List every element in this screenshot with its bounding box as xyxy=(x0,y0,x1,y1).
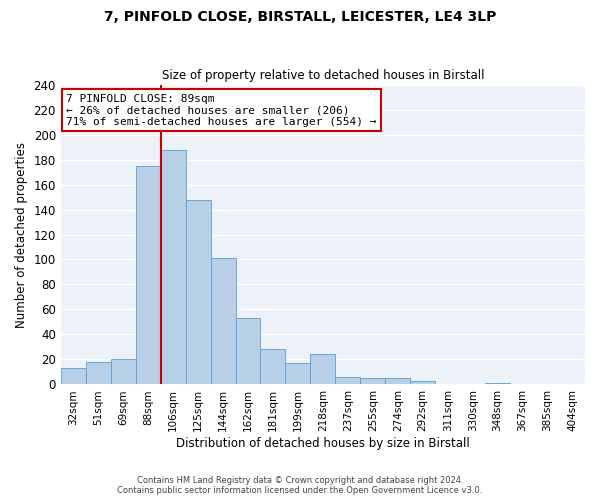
Bar xyxy=(485,383,510,384)
Y-axis label: Number of detached properties: Number of detached properties xyxy=(15,142,28,328)
Bar xyxy=(361,378,385,384)
Bar xyxy=(185,200,211,384)
Bar xyxy=(211,258,236,384)
Bar xyxy=(161,150,185,384)
Text: Contains HM Land Registry data © Crown copyright and database right 2024.
Contai: Contains HM Land Registry data © Crown c… xyxy=(118,476,482,495)
Bar xyxy=(136,166,161,384)
Bar xyxy=(286,363,310,384)
Bar xyxy=(385,378,410,384)
Text: 7 PINFOLD CLOSE: 89sqm
← 26% of detached houses are smaller (206)
71% of semi-de: 7 PINFOLD CLOSE: 89sqm ← 26% of detached… xyxy=(66,94,377,127)
Bar xyxy=(335,377,361,384)
Bar xyxy=(410,380,435,384)
Bar xyxy=(260,350,286,384)
Bar xyxy=(310,354,335,384)
Bar xyxy=(86,362,111,384)
Bar xyxy=(61,368,86,384)
Text: 7, PINFOLD CLOSE, BIRSTALL, LEICESTER, LE4 3LP: 7, PINFOLD CLOSE, BIRSTALL, LEICESTER, L… xyxy=(104,10,496,24)
Title: Size of property relative to detached houses in Birstall: Size of property relative to detached ho… xyxy=(161,69,484,82)
Bar xyxy=(111,360,136,384)
X-axis label: Distribution of detached houses by size in Birstall: Distribution of detached houses by size … xyxy=(176,437,470,450)
Bar xyxy=(236,318,260,384)
